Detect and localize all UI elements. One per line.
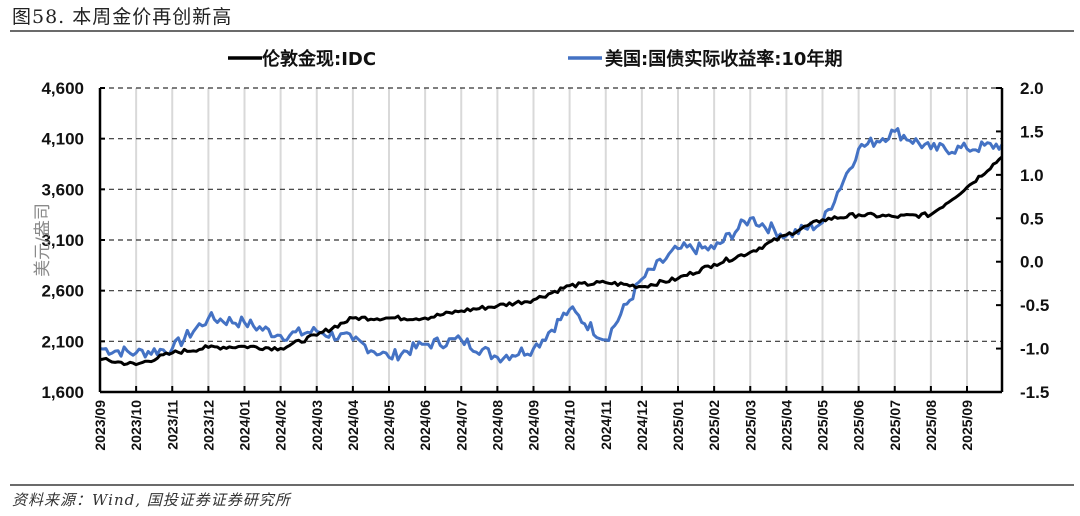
- left-tick-label: 2,600: [41, 282, 84, 301]
- x-tick-label: 2025/04: [778, 400, 794, 451]
- left-tick-label: 2,100: [41, 332, 84, 351]
- x-tick-label: 2025/05: [815, 400, 831, 451]
- x-tick-label: 2025/07: [887, 400, 903, 451]
- right-tick-label: 0.0: [1020, 253, 1044, 272]
- x-tick-label: 2023/11: [164, 400, 180, 450]
- x-tick-label: 2024/03: [309, 400, 325, 451]
- left-tick-label: 4,600: [41, 79, 84, 98]
- legend-label: 伦敦金现:IDC: [262, 48, 376, 70]
- x-tick-label: 2025/09: [959, 400, 975, 451]
- left-tick-label: 4,100: [41, 130, 84, 149]
- legend-label: 美国:国债实际收益率:10年期: [605, 48, 842, 70]
- x-tick-label: 2025/06: [851, 400, 867, 451]
- source-rule: [10, 484, 1074, 486]
- x-tick-label: 2024/11: [598, 400, 614, 450]
- left-tick-label: 3,100: [41, 231, 84, 250]
- x-tick-label: 2025/02: [706, 400, 722, 451]
- right-tick-label: -1.5: [1020, 383, 1049, 402]
- yield-line: [99, 127, 1004, 364]
- y-axis-label: 美元/盎司: [33, 203, 53, 277]
- left-tick-label: 1,600: [41, 383, 84, 402]
- x-tick-label: 2024/08: [489, 400, 505, 451]
- x-tick-label: 2024/12: [634, 400, 650, 451]
- x-tick-label: 2024/02: [273, 400, 289, 451]
- x-tick-label: 2024/01: [237, 400, 253, 451]
- legend: 伦敦金现:IDC 美国:国债实际收益率:10年期: [228, 48, 842, 70]
- left-tick-label: 3,600: [41, 180, 84, 199]
- x-tick-label: 2025/03: [742, 400, 758, 451]
- axes: [98, 87, 1004, 394]
- x-tick-label: 2023/10: [128, 400, 144, 451]
- x-tick-label: 2025/01: [670, 400, 686, 451]
- source-note: 资料来源：Wind, 国投证券证券研究所: [12, 491, 291, 509]
- series-lines: [99, 127, 1004, 367]
- right-tick-label: -0.5: [1020, 296, 1049, 315]
- x-tick-label: 2023/12: [200, 400, 216, 451]
- x-tick-label: 2024/04: [345, 400, 361, 451]
- x-tick-label: 2024/07: [453, 400, 469, 451]
- right-tick-label: -1.0: [1020, 340, 1049, 359]
- title-rule: [10, 30, 1074, 32]
- tick-labels: 1,600 2,100 2,600 3,100 3,600 4,100 4,600 -1.5 -…: [41, 79, 1049, 451]
- x-tick-label: 2024/09: [526, 400, 542, 451]
- x-tick-label: 2023/09: [92, 400, 108, 451]
- gold-price-line: [99, 155, 1003, 367]
- x-tick-label: 2024/06: [417, 400, 433, 451]
- right-tick-label: 2.0: [1020, 79, 1044, 98]
- x-tick-label: 2024/10: [562, 400, 578, 451]
- x-tick-label: 2024/05: [381, 400, 397, 451]
- right-tick-label: 0.5: [1020, 209, 1044, 228]
- right-tick-label: 1.0: [1020, 166, 1044, 185]
- x-tick-label: 2025/08: [923, 400, 939, 451]
- right-tick-label: 1.5: [1020, 122, 1044, 141]
- figure-title: 图58. 本周金价再创新高: [12, 6, 233, 28]
